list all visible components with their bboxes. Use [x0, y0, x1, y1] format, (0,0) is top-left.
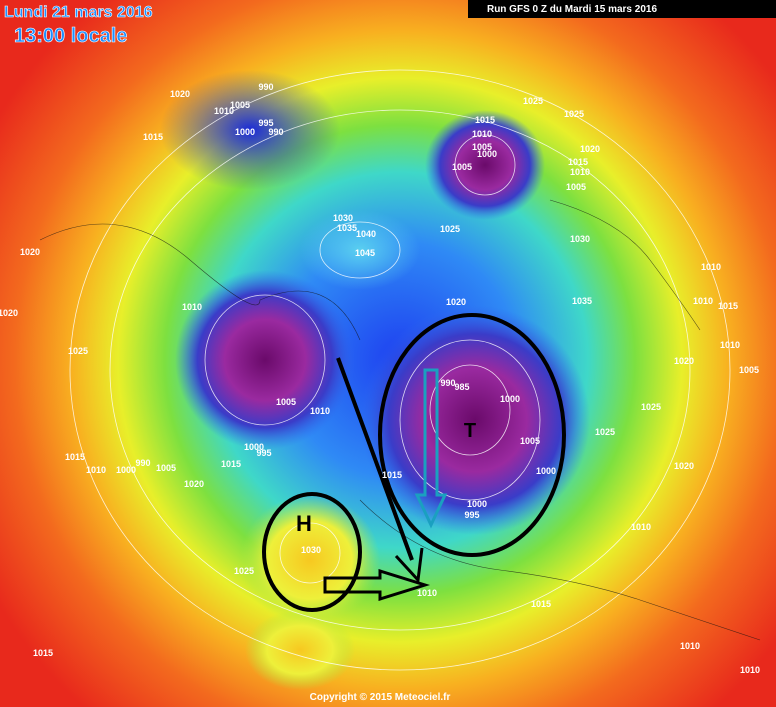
isobar-label: 1025 [564, 109, 584, 119]
isobar-label: 1000 [116, 465, 136, 475]
isobar-label: 990 [258, 82, 273, 92]
high-area [300, 210, 420, 290]
isobar-label: 1035 [337, 223, 357, 233]
isobar-label: 1010 [472, 129, 492, 139]
isobars [69, 69, 731, 671]
isobar-label: 1010 [680, 641, 700, 651]
isobar-label: 1010 [693, 296, 713, 306]
isobar-label: 990 [135, 458, 150, 468]
isobar-label: 1010 [701, 262, 721, 272]
isobar-label: 990 [440, 378, 455, 388]
low-area [425, 110, 545, 220]
high-area [245, 610, 355, 690]
low-area [360, 305, 590, 535]
time: 13:00 locale [14, 25, 127, 47]
isobar-label: 1010 [310, 406, 330, 416]
isobar-label: 1025 [595, 427, 615, 437]
annotations [262, 313, 566, 612]
isobar-label: 995 [464, 510, 479, 520]
isobar-label: 995 [258, 118, 273, 128]
isobar-label: 1010 [740, 665, 760, 675]
isobar-label: 1005 [739, 365, 759, 375]
isobar-label: 1020 [580, 144, 600, 154]
isobar-label: 1035 [572, 296, 592, 306]
isobar-label: 1040 [356, 229, 376, 239]
isobar-label: 1005 [452, 162, 472, 172]
isobar-label: 1005 [520, 436, 540, 446]
isobar-label: 1025 [523, 96, 543, 106]
low-area [160, 70, 340, 190]
date: Lundi 21 mars 2016 [4, 4, 153, 21]
isobar-label: 990 [268, 127, 283, 137]
isobar-label: 1025 [68, 346, 88, 356]
isobar-label: 1000 [536, 466, 556, 476]
isobar-label: 1025 [641, 402, 661, 412]
isobar-label: 1005 [230, 100, 250, 110]
isobar-label: 1020 [170, 89, 190, 99]
run-bar [468, 0, 776, 18]
isobar-label: 1015 [143, 132, 163, 142]
isobar-label: 1010 [631, 522, 651, 532]
isobar-label: 1015 [531, 599, 551, 609]
isobar-label: 1020 [20, 247, 40, 257]
isobar-label: 995 [256, 448, 271, 458]
isobar-label: 1005 [276, 397, 296, 407]
run-info: Run GFS 0 Z du Mardi 15 mars 2016 [487, 4, 657, 15]
isobar-label: 1030 [333, 213, 353, 223]
copyright: Copyright © 2015 Meteociel.fr [310, 692, 451, 703]
isobar-label: 1020 [446, 297, 466, 307]
high-label: H [296, 511, 312, 536]
isobar-label: 1015 [382, 470, 402, 480]
isobar-label: 1020 [674, 461, 694, 471]
isobar-label: 1015 [475, 115, 495, 125]
isobar-label: 1005 [156, 463, 176, 473]
arrow [414, 368, 448, 529]
isobar-label: 1000 [477, 149, 497, 159]
isobar-label: 1010 [570, 167, 590, 177]
coastlines [39, 199, 761, 641]
isobar-label: 1010 [182, 302, 202, 312]
isobar-label: 1000 [467, 499, 487, 509]
isobar-label: 1045 [355, 248, 375, 258]
isobar-label: 1005 [472, 142, 492, 152]
isobar-label: 1015 [221, 459, 241, 469]
isobar-label: 1010 [417, 588, 437, 598]
isobar-label: 1000 [235, 127, 255, 137]
isobar-label: 1015 [718, 301, 738, 311]
isobar-label: 1010 [86, 465, 106, 475]
isobar-label: 1015 [33, 648, 53, 658]
isobar-label: 1020 [184, 479, 204, 489]
isobar-label: 1020 [674, 356, 694, 366]
isobar-label: 1025 [440, 224, 460, 234]
isobar-label: 1005 [566, 182, 586, 192]
low-area [175, 270, 355, 450]
isobar-label: 1015 [65, 452, 85, 462]
isobar-label: 1020 [0, 308, 18, 318]
isobar-label: 1000 [500, 394, 520, 404]
isobar-label: 1010 [214, 106, 234, 116]
low-label: T [464, 420, 476, 442]
isobar-label: 1030 [301, 545, 321, 555]
isobar-label: 1025 [234, 566, 254, 576]
isobar-label: 1010 [720, 340, 740, 350]
isobar-label: 985 [454, 382, 469, 392]
isobar-label: 1000 [244, 442, 264, 452]
isobar-label: 1030 [570, 234, 590, 244]
isobar-label: 1015 [568, 157, 588, 167]
